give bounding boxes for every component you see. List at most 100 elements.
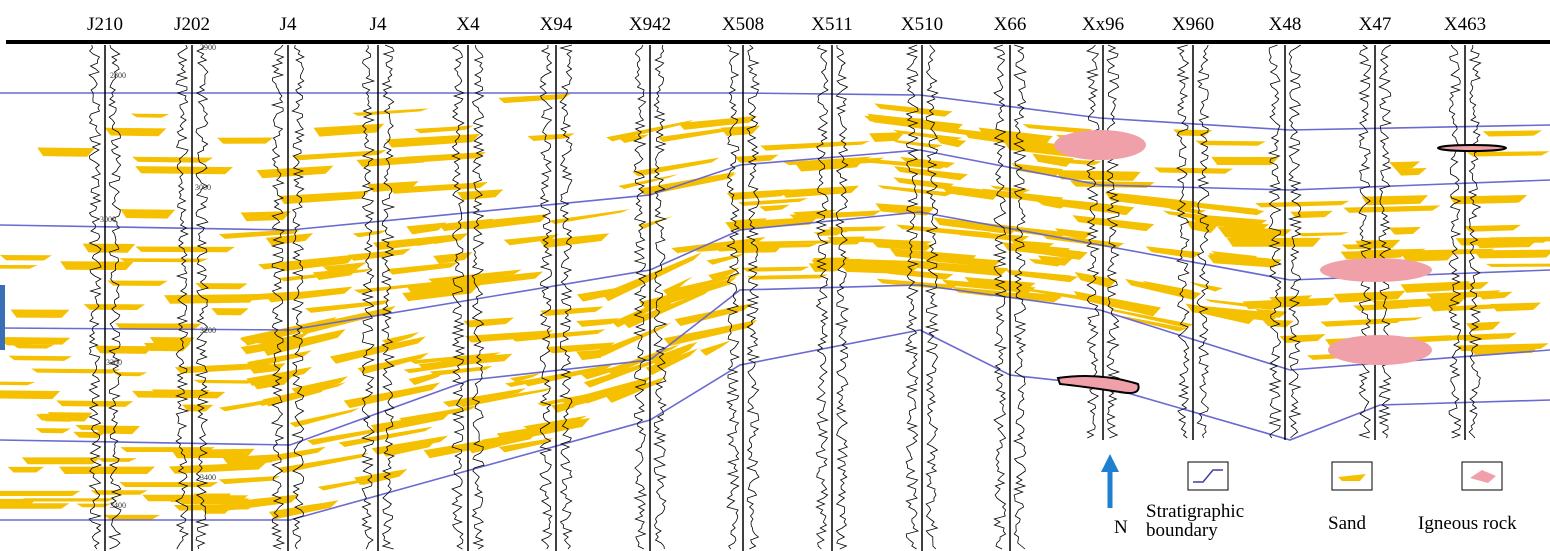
- sand-lens: [193, 380, 256, 384]
- sand-lens: [164, 294, 258, 304]
- sand-lens: [113, 372, 148, 376]
- sand-lens: [186, 455, 233, 458]
- sand-lens: [135, 166, 233, 174]
- sand-lens: [353, 230, 388, 237]
- sand-lens: [738, 198, 808, 206]
- sand-lens: [60, 261, 134, 270]
- sand-lens: [132, 391, 225, 398]
- sand-lens: [1483, 130, 1542, 136]
- sand-lens: [219, 476, 280, 484]
- sand-lens: [1190, 282, 1223, 292]
- sand-lens: [278, 269, 373, 282]
- well-log-curve: [362, 45, 374, 549]
- well-log-curve: [560, 45, 572, 549]
- sand-lens: [1320, 318, 1405, 327]
- sand-lens: [457, 189, 503, 200]
- well-log-curve: [634, 45, 646, 549]
- sand-lens: [59, 467, 155, 474]
- stratigraphic-boundary: [0, 150, 1550, 230]
- sand-lens: [759, 205, 790, 212]
- sand-lens: [0, 337, 70, 345]
- sand-lens: [632, 158, 719, 177]
- sand-lens: [31, 368, 120, 373]
- sand-lens: [120, 209, 175, 218]
- sand-lens: [8, 467, 44, 473]
- sand-lens: [105, 128, 167, 136]
- sand-lens: [256, 166, 333, 179]
- sand-lens: [576, 318, 619, 327]
- sand-lens: [1449, 195, 1525, 204]
- well-name: X942: [629, 14, 671, 35]
- sand-lens: [313, 124, 384, 137]
- sand-lens: [780, 186, 859, 198]
- well-log-curve: [836, 45, 848, 549]
- sand-lens: [891, 140, 943, 149]
- well-log-curve: [472, 45, 484, 549]
- sand-lens: [700, 340, 731, 355]
- sand-lens: [1280, 334, 1326, 343]
- sand-lens: [706, 253, 745, 264]
- sand-lens: [1464, 225, 1521, 232]
- sand-lens: [1395, 168, 1427, 176]
- depth-label: 3000: [100, 215, 116, 224]
- well-name: X508: [722, 14, 764, 35]
- sand-lens: [373, 233, 469, 250]
- sand-lens: [97, 458, 137, 462]
- sand-lens: [23, 498, 116, 501]
- sand-lens: [549, 209, 630, 224]
- depth-label: 3400: [110, 501, 126, 510]
- sand-lens: [119, 258, 208, 262]
- well-name: X47: [1359, 14, 1392, 35]
- sand-lens: [135, 246, 235, 252]
- igneous-body: [1438, 145, 1506, 151]
- sand-lens: [1211, 157, 1279, 165]
- well-log-curve: [1197, 45, 1209, 438]
- north-label: N: [1114, 518, 1128, 537]
- sand-lens: [0, 491, 80, 496]
- sand-lens: [1227, 238, 1321, 247]
- sand-lens: [278, 191, 369, 204]
- legend-label: Stratigraphic boundary: [1146, 502, 1266, 540]
- well-name: X511: [811, 14, 853, 35]
- sand-lens: [1400, 281, 1469, 293]
- sand-lens: [1389, 161, 1420, 169]
- sand-lens: [119, 482, 218, 487]
- sand-lens: [387, 262, 459, 275]
- sand-lens: [35, 428, 70, 433]
- igneous-body: [1058, 376, 1139, 393]
- edge-bar: [0, 285, 5, 350]
- well-log-curve: [1177, 45, 1189, 438]
- sand-lens: [348, 249, 411, 261]
- sand-lens: [0, 503, 69, 509]
- sand-lens: [131, 114, 170, 118]
- sand-lens: [11, 309, 70, 317]
- sand-lens: [1019, 271, 1078, 282]
- sand-lens: [0, 255, 52, 261]
- well-name: J202: [174, 14, 210, 35]
- well-name: X66: [994, 14, 1027, 35]
- well-log-curve: [816, 45, 828, 549]
- sand-lens: [894, 166, 968, 180]
- sand-lens: [1486, 263, 1550, 266]
- header-band: [0, 0, 1550, 44]
- sand-lens: [1389, 227, 1421, 235]
- sand-lens: [433, 252, 472, 264]
- sand-lens: [463, 317, 514, 327]
- sand-lens: [386, 134, 480, 148]
- well-name: J4: [370, 14, 387, 35]
- sand-lens: [1466, 322, 1501, 331]
- section-canvas: J210J202J4J4X4X94X942X508X511X510X66Xx96…: [0, 0, 1550, 551]
- sand-lens: [37, 147, 95, 156]
- depth-label: 3000: [195, 183, 211, 192]
- depth-label: 2800: [110, 71, 126, 80]
- well-log-curve: [926, 45, 938, 549]
- legend-label: Sand: [1328, 514, 1366, 533]
- sand-lens: [211, 308, 248, 315]
- sand-lens: [174, 504, 257, 511]
- stratigraphic-boundary: [0, 93, 1550, 130]
- sand-lens: [12, 344, 54, 349]
- well-name: X510: [901, 14, 943, 35]
- sand-lens: [1343, 205, 1440, 213]
- sand-lens: [0, 265, 38, 269]
- sand-lens: [132, 157, 213, 163]
